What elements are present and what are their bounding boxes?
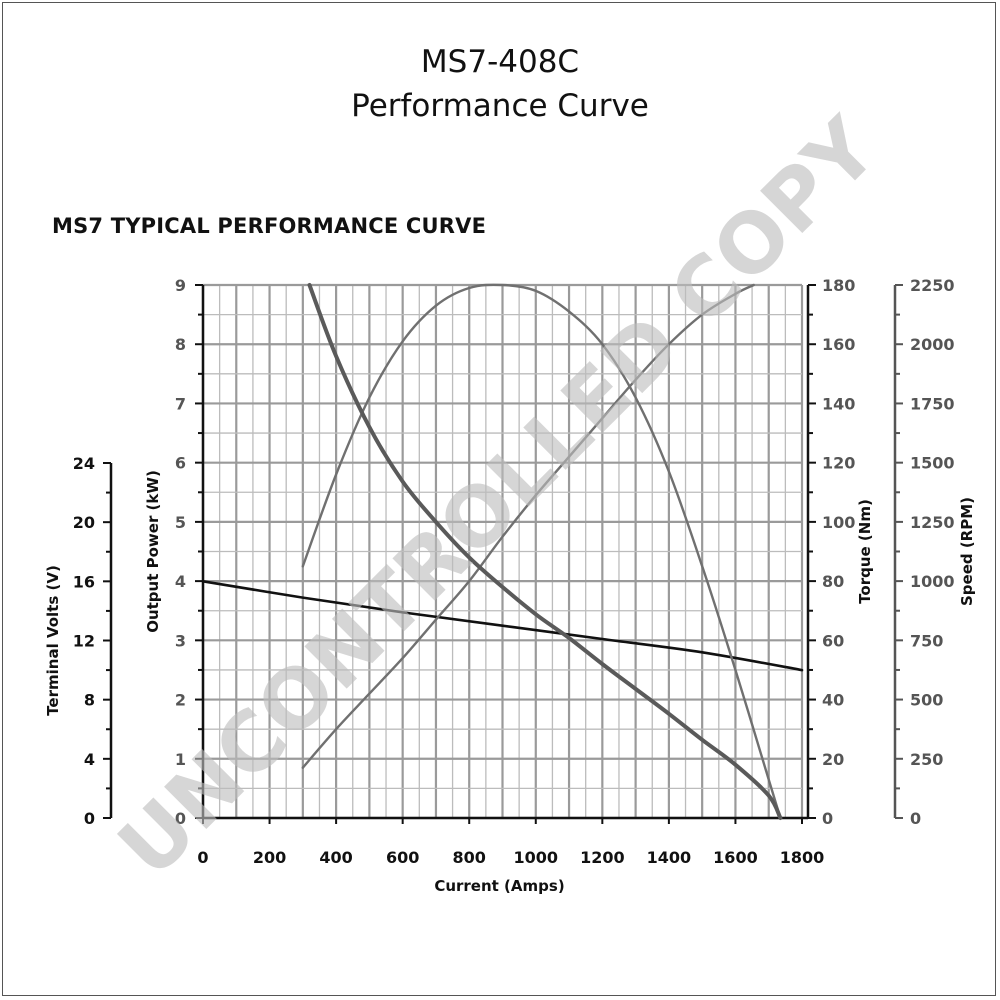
x-tick-label: 400 bbox=[319, 848, 352, 867]
y-axis-title-volts: Terminal Volts (V) bbox=[44, 565, 62, 716]
x-tick-label: 1600 bbox=[713, 848, 758, 867]
y-tick-label-torque: 40 bbox=[822, 691, 844, 710]
y-tick-label-power: 7 bbox=[175, 394, 186, 413]
y-tick-label-speed: 1000 bbox=[910, 572, 955, 591]
y-tick-label-torque: 80 bbox=[822, 572, 844, 591]
y-tick-label-speed: 2000 bbox=[910, 335, 955, 354]
x-tick-label: 0 bbox=[197, 848, 208, 867]
chart-axis-labels: Current (Amps) Terminal Volts (V) Output P… bbox=[44, 470, 976, 895]
y-tick-label-power: 6 bbox=[175, 454, 186, 473]
chart-series bbox=[201, 283, 804, 820]
chart-title: MS7 TYPICAL PERFORMANCE CURVE bbox=[52, 214, 487, 238]
x-tick-label: 1200 bbox=[580, 848, 625, 867]
y-tick-label-speed: 750 bbox=[910, 631, 943, 650]
page-subtitle: Performance Curve bbox=[351, 88, 649, 124]
y-tick-label-power: 8 bbox=[175, 335, 186, 354]
page-title: MS7-408C bbox=[420, 44, 580, 80]
y-tick-label-power: 2 bbox=[175, 691, 186, 710]
series-line-speed bbox=[307, 283, 783, 820]
series-line-volts bbox=[201, 580, 804, 672]
x-tick-label: 600 bbox=[386, 848, 419, 867]
y-tick-label-torque: 20 bbox=[822, 750, 844, 769]
y-axis-title-power: Output Power (kW) bbox=[144, 470, 162, 633]
y-tick-label-torque: 60 bbox=[822, 631, 844, 650]
y-axis-title-torque: Torque (Nm) bbox=[856, 499, 874, 604]
y-tick-label-torque: 0 bbox=[822, 809, 833, 828]
x-tick-label: 1000 bbox=[514, 848, 559, 867]
y-tick-label-speed: 1250 bbox=[910, 513, 955, 532]
y-tick-label-speed: 250 bbox=[910, 750, 943, 769]
y-tick-label-power: 3 bbox=[175, 631, 186, 650]
chart-axes: 0 200 400 600 800 1000 1200 1400 1600 18000481216… bbox=[73, 276, 955, 867]
y-tick-label-volts: 12 bbox=[73, 632, 95, 651]
y-tick-label-volts: 20 bbox=[73, 513, 95, 532]
y-tick-label-speed: 0 bbox=[910, 809, 921, 828]
y-tick-label-power: 5 bbox=[175, 513, 186, 532]
y-tick-label-torque: 140 bbox=[822, 394, 855, 413]
y-tick-label-torque: 160 bbox=[822, 335, 855, 354]
y-axis-title-speed: Speed (RPM) bbox=[958, 497, 976, 606]
y-tick-label-volts: 16 bbox=[73, 572, 95, 591]
x-axis-title: Current (Amps) bbox=[434, 877, 564, 895]
y-tick-label-torque: 120 bbox=[822, 454, 855, 473]
y-tick-label-torque: 100 bbox=[822, 513, 855, 532]
y-tick-label-power: 1 bbox=[175, 750, 186, 769]
series-line-torque bbox=[301, 283, 755, 769]
y-tick-label-volts: 0 bbox=[84, 809, 95, 828]
series-line-power bbox=[301, 283, 782, 820]
y-tick-label-power: 0 bbox=[175, 809, 186, 828]
y-tick-label-torque: 180 bbox=[822, 276, 855, 295]
y-tick-label-volts: 24 bbox=[73, 454, 95, 473]
y-tick-label-speed: 500 bbox=[910, 691, 943, 710]
x-tick-label: 800 bbox=[453, 848, 486, 867]
y-tick-label-power: 9 bbox=[175, 276, 186, 295]
y-tick-label-power: 4 bbox=[175, 572, 186, 591]
y-tick-label-volts: 4 bbox=[84, 750, 95, 769]
x-tick-label: 1800 bbox=[780, 848, 825, 867]
y-tick-label-speed: 1500 bbox=[910, 454, 955, 473]
y-tick-label-speed: 1750 bbox=[910, 394, 955, 413]
x-tick-label: 1400 bbox=[647, 848, 692, 867]
y-tick-label-speed: 2250 bbox=[910, 276, 955, 295]
y-tick-label-volts: 8 bbox=[84, 691, 95, 710]
x-tick-label: 200 bbox=[253, 848, 286, 867]
